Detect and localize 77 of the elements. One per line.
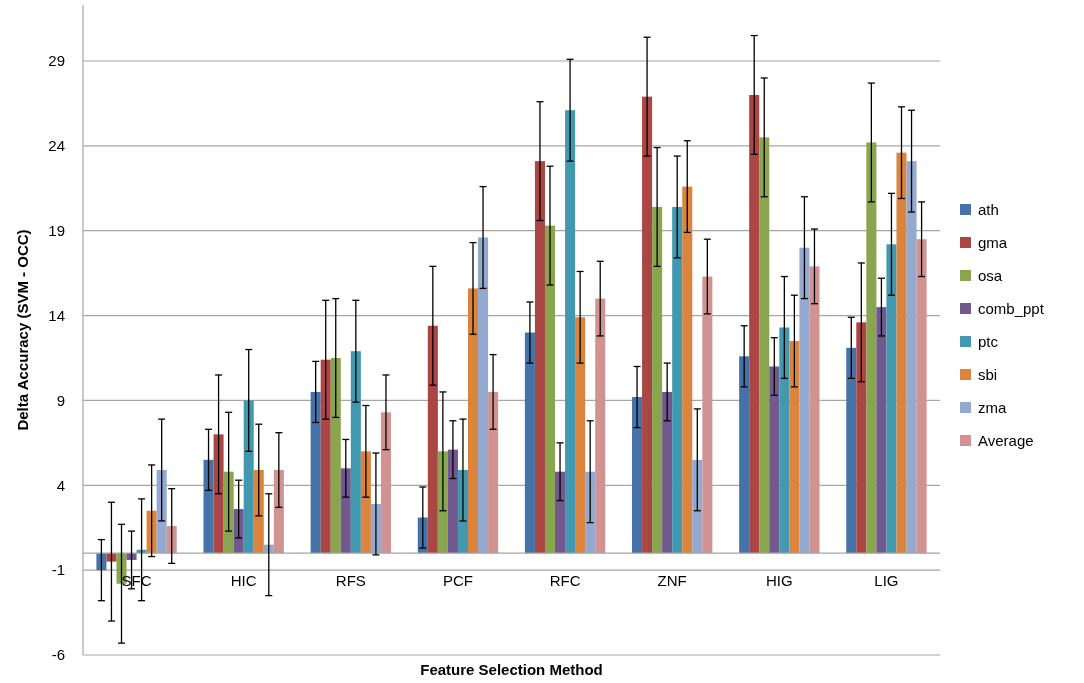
x-tick-label: HIC [230, 572, 257, 590]
bar [749, 94, 760, 554]
x-tick-label: PCF [442, 572, 473, 590]
bar [233, 509, 244, 554]
bar [672, 206, 683, 554]
y-axis-title: Delta Accuracy (SVM - OCC) [14, 229, 31, 431]
x-tick-label: HIG [765, 572, 793, 590]
bar [662, 391, 673, 554]
legend-label: sbi [978, 366, 998, 384]
bar [856, 322, 867, 554]
bar [555, 471, 566, 554]
bar [739, 356, 750, 554]
legend-label: ptc [978, 333, 999, 351]
bar [886, 244, 897, 554]
bar [213, 434, 224, 554]
bar [906, 161, 917, 554]
legend-label: comb_ppt [978, 300, 1045, 318]
legend-label: gma [978, 234, 1008, 252]
bar [350, 351, 361, 554]
bar [809, 266, 820, 554]
bar [575, 317, 586, 554]
bar [846, 347, 857, 554]
bar [340, 468, 351, 554]
bar [692, 459, 703, 554]
bar [789, 341, 800, 554]
x-tick-label: LIG [874, 572, 899, 590]
bar [544, 225, 556, 554]
bar [585, 471, 596, 554]
bar [595, 298, 606, 554]
y-tick-label: -1 [51, 561, 65, 579]
bar [779, 327, 790, 554]
legend-label: ath [978, 201, 999, 219]
y-tick-label: 19 [48, 221, 65, 239]
bar [652, 206, 663, 554]
bar [534, 161, 545, 554]
bar [320, 359, 331, 554]
bar [156, 470, 167, 554]
bar [866, 142, 877, 554]
legend-label: Average [978, 432, 1034, 450]
bar [380, 412, 391, 554]
y-tick-label: 14 [48, 306, 65, 324]
bar [632, 397, 643, 554]
bar [427, 325, 438, 554]
bar [310, 391, 321, 554]
bar [243, 400, 254, 554]
bar [488, 391, 499, 554]
bar [253, 470, 264, 554]
bar [273, 470, 284, 554]
bar [478, 237, 489, 554]
bar [223, 471, 234, 554]
bar [467, 288, 479, 554]
y-tick-label: 9 [56, 391, 65, 409]
bar [330, 358, 341, 554]
bar [682, 186, 693, 554]
bar [203, 459, 214, 554]
bar [769, 366, 780, 554]
bar [565, 110, 576, 554]
bar [876, 307, 887, 554]
bar [702, 276, 713, 554]
bar [896, 152, 907, 554]
x-tick-label: RFS [335, 572, 366, 590]
bar [642, 96, 653, 554]
y-tick-label: -6 [51, 646, 65, 664]
x-axis-title: Feature Selection Method [420, 661, 603, 678]
bar [799, 247, 810, 554]
bar [447, 449, 458, 554]
bar [360, 451, 371, 554]
x-tick-label: RFC [549, 572, 581, 590]
bar [759, 137, 770, 554]
y-tick-label: 4 [56, 476, 65, 494]
legend-label: zma [978, 399, 1007, 417]
y-tick-label: 24 [48, 137, 65, 155]
x-tick-label: ZNF [657, 572, 687, 590]
y-tick-label: 29 [48, 52, 65, 70]
legend-label: osa [978, 267, 1003, 285]
bar [524, 332, 535, 554]
bar [916, 239, 927, 554]
